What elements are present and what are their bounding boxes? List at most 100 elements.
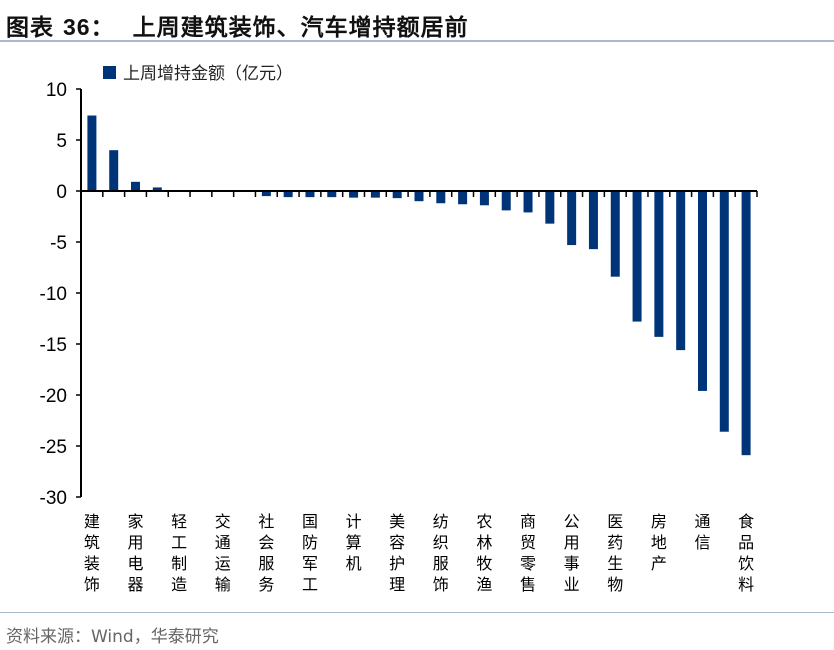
x-tick-label-char: 商 <box>520 513 536 531</box>
x-tick-label: 纺织服饰 <box>433 513 449 594</box>
y-tick-label: 0 <box>56 182 67 203</box>
bar <box>131 181 141 191</box>
bar <box>719 191 729 432</box>
x-tick-label: 食品饮料 <box>738 513 754 594</box>
source-note: 资料来源：Wind，华泰研究 <box>6 627 219 647</box>
bar <box>741 191 751 456</box>
y-tick-label: -20 <box>40 386 67 407</box>
x-tick-label: 商贸零售 <box>520 513 536 594</box>
x-tick-label-char: 用 <box>128 535 144 552</box>
x-tick-label-char: 药 <box>607 534 623 552</box>
bar <box>436 191 446 204</box>
x-tick-label-char: 运 <box>215 555 231 573</box>
x-tick-label: 农林牧渔 <box>476 513 492 594</box>
bar <box>327 191 337 198</box>
x-tick-label: 公用事业 <box>564 514 580 594</box>
bar <box>370 191 380 198</box>
x-tick-label-char: 通 <box>215 534 231 552</box>
bar <box>697 191 707 391</box>
x-tick-label-char: 社 <box>258 513 274 531</box>
legend-swatch <box>103 66 116 79</box>
bar <box>392 191 402 199</box>
x-tick-label-char: 公 <box>564 514 580 531</box>
x-tick-label-char: 饮 <box>738 555 754 573</box>
x-tick-label-char: 饰 <box>84 576 100 594</box>
x-tick-label: 医药生物 <box>607 514 623 594</box>
x-tick-label-char: 房 <box>651 513 667 531</box>
x-tick-label-char: 地 <box>651 534 667 552</box>
x-tick-label-char: 信 <box>694 534 710 552</box>
bar <box>654 191 664 337</box>
legend: 上周增持金额（亿元） <box>103 64 293 83</box>
y-tick-label: 10 <box>46 80 67 101</box>
x-tick-label-char: 服 <box>433 555 449 573</box>
x-tick-label-char: 食 <box>738 513 754 531</box>
y-tick-label: -25 <box>40 437 67 458</box>
bar <box>261 191 271 197</box>
y-tick-label: -10 <box>40 284 67 305</box>
x-tick-label-char: 美 <box>389 513 405 531</box>
x-tick-label-char: 纺 <box>433 513 449 531</box>
x-tick-label: 交通运输 <box>215 513 231 594</box>
bar <box>305 191 315 198</box>
x-tick-label-char: 建 <box>84 513 100 531</box>
bar <box>109 150 119 191</box>
y-tick-label: -15 <box>40 335 67 356</box>
x-tick-label-char: 防 <box>302 534 318 552</box>
bar <box>676 191 686 351</box>
bar <box>87 115 97 191</box>
x-tick-label: 国防军工 <box>302 514 318 594</box>
bar <box>283 191 293 198</box>
figure-title-text: 上周建筑装饰、汽车增持额居前 <box>132 15 469 41</box>
x-tick-label-char: 渔 <box>476 576 492 594</box>
bar <box>414 191 424 202</box>
x-tick-label-char: 算 <box>346 533 362 552</box>
bar <box>610 191 620 277</box>
bar <box>632 191 642 322</box>
bar <box>479 191 489 206</box>
x-tick-label-char: 医 <box>607 514 623 531</box>
x-tick-label-char: 理 <box>389 577 405 594</box>
bar <box>545 191 555 224</box>
x-tick-label-char: 饰 <box>433 576 449 594</box>
x-tick-label-char: 电 <box>128 555 144 573</box>
x-tick-label-char: 产 <box>651 555 667 573</box>
source-rule <box>0 612 834 613</box>
x-tick-label-char: 国 <box>302 514 318 531</box>
x-tick-label-char: 林 <box>476 534 492 552</box>
x-tick-label-char: 护 <box>389 555 405 573</box>
bar <box>588 191 598 250</box>
x-tick-label-char: 器 <box>128 576 144 594</box>
x-tick-label-char: 会 <box>258 534 274 552</box>
x-tick-label-char: 计 <box>346 513 362 531</box>
x-tick-label-char: 务 <box>258 576 274 594</box>
x-tick-label-char: 料 <box>738 576 754 594</box>
x-tick-label-char: 织 <box>433 534 449 552</box>
x-tick-label-char: 筑 <box>84 534 100 552</box>
x-tick-label-char: 生 <box>607 555 623 573</box>
x-tick-label-char: 物 <box>607 576 623 594</box>
x-tick-label-char: 牧 <box>476 555 492 573</box>
figure-prefix: 图表 <box>6 15 54 41</box>
x-tick-label-char: 工 <box>171 535 187 552</box>
x-tick-label-char: 农 <box>476 513 492 531</box>
x-tick-label: 社会服务 <box>258 513 274 594</box>
y-tick-label: 5 <box>56 131 67 152</box>
x-tick-label-char: 轻 <box>171 513 187 531</box>
x-tick-label-char: 家 <box>128 513 144 531</box>
y-tick-label: -30 <box>40 488 67 509</box>
bar <box>567 191 577 246</box>
x-tick-label: 房地产 <box>651 513 667 573</box>
x-tick-label-char: 品 <box>738 535 754 552</box>
bar <box>501 191 511 211</box>
x-tick-label-char: 工 <box>302 577 318 594</box>
x-tick-label: 建筑装饰 <box>84 513 100 594</box>
bar <box>523 191 533 213</box>
y-tick-label: -5 <box>50 233 67 254</box>
bar <box>349 191 359 198</box>
x-tick-label: 家用电器 <box>128 513 144 594</box>
x-tick-label-char: 通 <box>694 513 710 531</box>
figure-title: 图表 36： 上周建筑装饰、汽车增持额居前 <box>6 8 469 42</box>
x-tick-label: 轻工制造 <box>171 513 187 594</box>
